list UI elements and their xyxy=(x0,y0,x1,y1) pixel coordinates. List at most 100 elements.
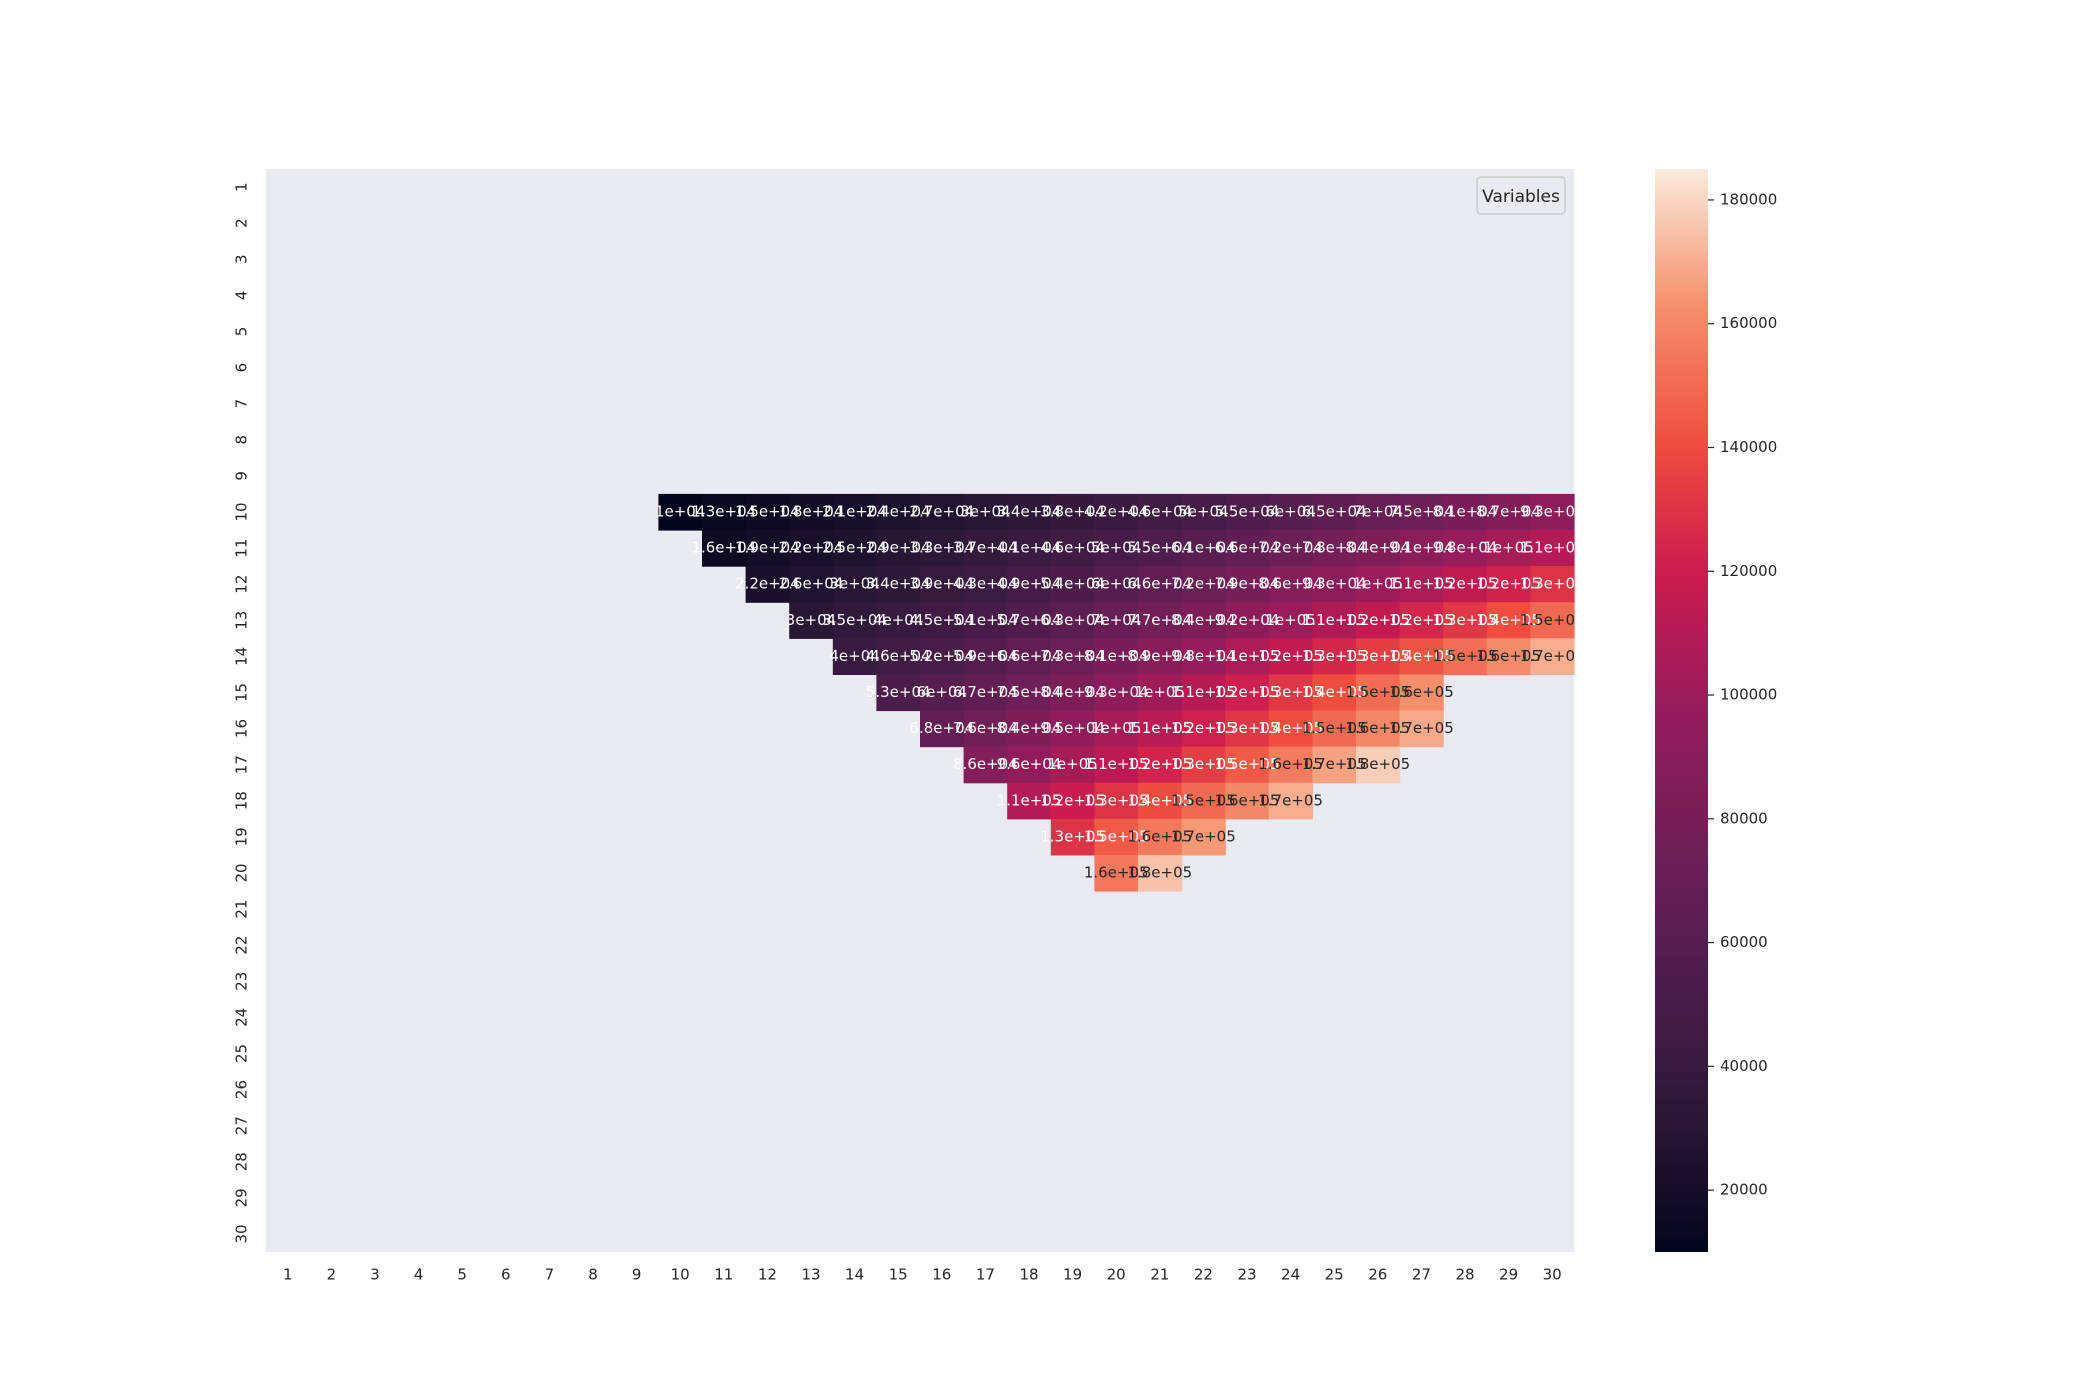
x-tick-label: 28 xyxy=(1455,1266,1474,1284)
heatmap-cell xyxy=(745,566,790,603)
cell-value-label: 5e+04 xyxy=(1178,502,1228,520)
heatmap-cell xyxy=(1050,746,1095,784)
cell-value-label: 1.1e+05 xyxy=(1389,575,1454,593)
heatmap-cell xyxy=(1225,602,1270,639)
colorbar-tick-label: 160000 xyxy=(1720,314,1777,332)
cell-value-label: 6.3e+04 xyxy=(1040,611,1105,629)
heatmap-cell xyxy=(1007,530,1052,567)
cell-value-label: 2.2e+04 xyxy=(735,575,800,593)
cell-value-label: 1.3e+05 xyxy=(1215,719,1280,737)
cell-value-label: 1.3e+05 xyxy=(1302,647,1367,665)
cell-value-label: 3e+04 xyxy=(829,575,879,593)
cell-value-label: 1e+05 xyxy=(1091,719,1141,737)
x-tick-label: 13 xyxy=(801,1266,820,1284)
cell-value-label: 4.5e+04 xyxy=(909,611,974,629)
cell-value-label: 1.4e+05 xyxy=(1127,791,1192,809)
heatmap-cell xyxy=(1050,530,1095,567)
y-tick-label: 19 xyxy=(233,827,251,846)
x-tick-label: 27 xyxy=(1412,1266,1431,1284)
heatmap-cell xyxy=(1094,493,1139,531)
colorbar-tick-label: 20000 xyxy=(1720,1181,1768,1199)
cell-value-label: 2.4e+04 xyxy=(866,502,931,520)
heatmap-cell xyxy=(1268,746,1313,784)
heatmap-cell xyxy=(876,530,921,567)
cell-value-label: 7.5e+04 xyxy=(1389,502,1454,520)
legend: Variables xyxy=(1476,176,1566,215)
heatmap-cell xyxy=(1181,493,1226,531)
cell-value-label: 9.8e+04 xyxy=(1171,647,1236,665)
heatmap-cell xyxy=(745,530,790,567)
heatmap-cell xyxy=(1138,493,1183,531)
cell-value-label: 8.4e+04 xyxy=(1345,539,1410,557)
cell-value-label: 1.2e+05 xyxy=(1476,575,1541,593)
colorbar xyxy=(1655,169,1708,1252)
cell-value-label: 7e+04 xyxy=(1353,502,1403,520)
heatmap-cell xyxy=(1094,710,1139,748)
heatmap-cell xyxy=(1007,566,1052,603)
cell-value-label: 2.9e+04 xyxy=(866,539,931,557)
y-tick-label: 11 xyxy=(233,539,251,558)
heatmap-cell xyxy=(1138,710,1183,748)
x-tick-label: 7 xyxy=(545,1266,555,1284)
heatmap-cell xyxy=(745,493,790,531)
y-tick-labels: 1234567891011121314151617181920212223242… xyxy=(233,182,251,1243)
y-tick-label: 7 xyxy=(233,399,251,409)
cell-value-label: 1.2e+05 xyxy=(1345,611,1410,629)
heatmap-cell xyxy=(1312,602,1357,639)
heatmap-cell xyxy=(1356,530,1401,567)
cell-value-label: 6.1e+04 xyxy=(1171,539,1236,557)
cell-value-label: 1.1e+05 xyxy=(1520,539,1585,557)
heatmap-cell xyxy=(1138,818,1183,856)
heatmap-cell xyxy=(1138,602,1183,639)
legend-box xyxy=(1476,176,1566,215)
x-tick-label: 18 xyxy=(1019,1266,1038,1284)
cell-value-label: 1.2e+05 xyxy=(1433,575,1498,593)
cell-value-label: 8.1e+04 xyxy=(1084,647,1149,665)
cell-value-label: 7.2e+04 xyxy=(1171,575,1236,593)
colorbar-tick-label: 60000 xyxy=(1720,933,1768,951)
heatmap-cell xyxy=(1356,638,1401,675)
heatmap-cell xyxy=(1181,566,1226,603)
x-tick-label: 29 xyxy=(1499,1266,1518,1284)
heatmap-cell xyxy=(1138,530,1183,567)
heatmap-cell xyxy=(1268,674,1313,712)
cell-value-label: 2.7e+04 xyxy=(909,502,974,520)
heatmap-cell xyxy=(1443,530,1488,567)
cell-value-label: 5.4e+04 xyxy=(1040,575,1105,593)
heatmap-cell xyxy=(963,566,1008,603)
cell-value-label: 7.8e+04 xyxy=(1302,539,1367,557)
y-tick-label: 1 xyxy=(233,182,251,192)
heatmap-cell xyxy=(1268,638,1313,675)
cell-value-label: 1.2e+05 xyxy=(1258,647,1323,665)
cell-value-label: 5.1e+04 xyxy=(953,611,1018,629)
heatmap-cell xyxy=(1007,638,1052,675)
x-tick-label: 16 xyxy=(932,1266,951,1284)
heatmap-cell xyxy=(920,674,965,712)
heatmap-cell xyxy=(1094,746,1139,784)
cell-value-label: 1e+05 xyxy=(1047,755,1097,773)
heatmap-cell xyxy=(1050,493,1095,531)
cell-value-label: 1.2e+05 xyxy=(1171,719,1236,737)
heatmap-cell xyxy=(1399,493,1444,531)
heatmap-cell xyxy=(1225,566,1270,603)
heatmap-cell xyxy=(1094,530,1139,567)
heatmap-cell xyxy=(876,674,921,712)
cell-value-label: 1.6e+05 xyxy=(1127,827,1192,845)
cell-value-label: 9.6e+04 xyxy=(997,755,1062,773)
cell-value-label: 1.1e+05 xyxy=(1302,611,1367,629)
heatmap-cell xyxy=(1356,674,1401,712)
heatmap-cell xyxy=(1530,530,1575,567)
heatmap-cell xyxy=(658,493,703,531)
y-tick-label: 21 xyxy=(233,900,251,919)
cell-value-label: 1.2e+05 xyxy=(1127,755,1192,773)
cell-value-label: 1.3e+05 xyxy=(1433,611,1498,629)
cell-value-label: 1.3e+05 xyxy=(1171,755,1236,773)
heatmap-cell xyxy=(1094,818,1139,856)
cell-value-label: 1.4e+05 xyxy=(1389,647,1454,665)
cell-value-label: 1.3e+04 xyxy=(691,502,756,520)
heatmap-cell xyxy=(1138,854,1183,892)
x-tick-label: 17 xyxy=(976,1266,995,1284)
cell-value-label: 6.7e+04 xyxy=(953,683,1018,701)
cell-value-label: 5.9e+04 xyxy=(953,647,1018,665)
y-tick-label: 26 xyxy=(233,1080,251,1099)
